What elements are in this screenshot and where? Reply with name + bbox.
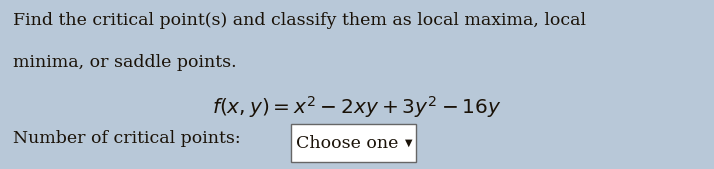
- Text: Number of critical points:: Number of critical points:: [13, 130, 241, 147]
- Text: ▼: ▼: [406, 138, 413, 148]
- Text: Find the critical point(s) and classify them as local maxima, local: Find the critical point(s) and classify …: [13, 12, 586, 29]
- Text: Choose one: Choose one: [296, 135, 398, 152]
- FancyBboxPatch shape: [291, 124, 416, 162]
- Text: minima, or saddle points.: minima, or saddle points.: [13, 54, 236, 71]
- Text: $f(x, y) = x^2 - 2xy + 3y^2 - 16y$: $f(x, y) = x^2 - 2xy + 3y^2 - 16y$: [212, 94, 502, 120]
